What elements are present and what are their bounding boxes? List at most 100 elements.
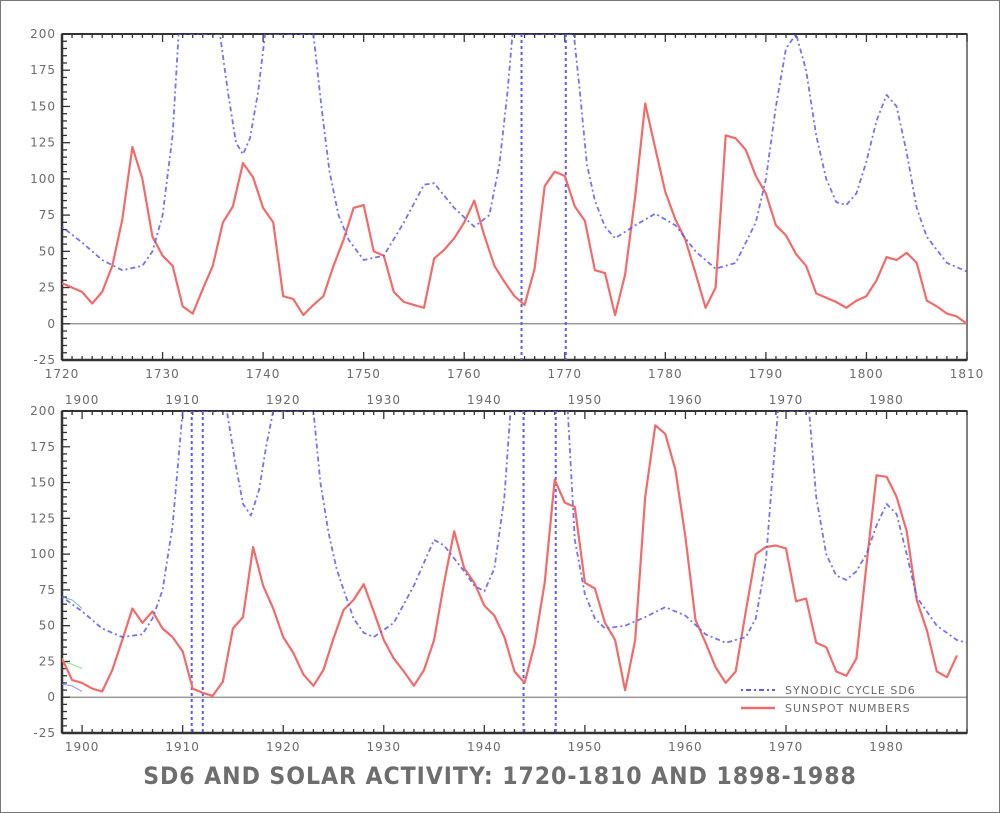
x-tick-label-top: 1930 bbox=[367, 393, 402, 407]
sunspot-point bbox=[674, 469, 676, 471]
x-tick-label: 1900 bbox=[65, 740, 100, 754]
sunspot-point bbox=[423, 307, 425, 309]
sunspot-point bbox=[91, 688, 93, 690]
sunspot-point bbox=[865, 295, 868, 297]
y-tick-label: 0 bbox=[47, 317, 56, 331]
sunspot-point bbox=[212, 265, 214, 267]
sunspot-point bbox=[81, 682, 83, 684]
sunspot-point bbox=[62, 282, 63, 284]
sunspot-point bbox=[332, 637, 335, 640]
y-tick-label: 75 bbox=[39, 208, 56, 222]
sunspot-point bbox=[141, 622, 144, 624]
y-tick-label: -25 bbox=[33, 353, 56, 367]
sunspot-point bbox=[956, 315, 958, 318]
sunspot-point bbox=[161, 627, 164, 630]
sunspot-point bbox=[222, 221, 224, 223]
y-tick-label: 50 bbox=[39, 619, 56, 633]
sunspot-point bbox=[926, 629, 928, 631]
x-tick-label: 1960 bbox=[668, 740, 703, 754]
extra-segment bbox=[62, 683, 83, 692]
sunspot-point bbox=[242, 162, 244, 164]
sunspot-point bbox=[353, 207, 355, 209]
sd6-line bbox=[62, 411, 967, 644]
plot-1898-1988: -25 0 25 50 75 100 125 150 175 200 1900 1910 1920 193… bbox=[30, 393, 968, 754]
extra-segment bbox=[62, 596, 83, 609]
sunspot-point bbox=[342, 609, 345, 611]
sunspot-point bbox=[916, 262, 918, 264]
sunspot-point bbox=[936, 305, 938, 307]
sunspot-point bbox=[875, 474, 878, 476]
sunspot-point bbox=[795, 600, 797, 602]
sunspot-point bbox=[564, 501, 566, 504]
sunspot-point bbox=[574, 506, 576, 508]
y-tick-label: 125 bbox=[30, 136, 56, 150]
x-tick-label: 1800 bbox=[849, 367, 884, 381]
y-tick-label: 175 bbox=[30, 440, 56, 454]
sunspot-point bbox=[614, 314, 616, 316]
sunspot-point bbox=[232, 205, 234, 208]
x-tick-label-top: 1940 bbox=[467, 393, 502, 407]
x-tick-label: 1940 bbox=[467, 740, 502, 754]
sunspot-point bbox=[554, 479, 556, 481]
sunspot-point bbox=[805, 597, 807, 600]
sunspot-point bbox=[946, 313, 948, 315]
sunspot-point bbox=[172, 636, 174, 638]
sunspot-point bbox=[715, 666, 717, 668]
sunspot-point bbox=[453, 530, 455, 532]
sunspot-point bbox=[212, 695, 214, 697]
x-tick-label: 1810 bbox=[950, 367, 985, 381]
sunspot-point bbox=[101, 690, 103, 693]
sunspot-point bbox=[513, 670, 516, 673]
y-tick-label: 0 bbox=[47, 690, 56, 704]
sunspot-point bbox=[413, 685, 415, 687]
legend-sunspot-label: SUNSPOT NUMBERS bbox=[785, 702, 911, 715]
sunspot-point bbox=[121, 218, 123, 221]
sunspot-point bbox=[62, 657, 63, 660]
y-tick-label: 50 bbox=[39, 244, 56, 258]
sunspot-point bbox=[71, 286, 73, 289]
sunspot-point bbox=[353, 599, 355, 601]
sunspot-point bbox=[785, 547, 787, 549]
sunspot-point bbox=[252, 176, 254, 179]
sunspot-point bbox=[896, 259, 898, 261]
sunspot-point bbox=[926, 299, 928, 302]
sunspot-point bbox=[835, 670, 837, 673]
sunspot-point bbox=[875, 279, 878, 281]
sunspot-point bbox=[674, 218, 676, 221]
sunspot-point bbox=[302, 314, 304, 316]
sunspot-line bbox=[62, 424, 958, 697]
sunspot-point bbox=[745, 610, 747, 612]
x-tick-label: 1920 bbox=[266, 740, 301, 754]
sunspot-line bbox=[62, 102, 967, 325]
sunspot-point bbox=[735, 670, 737, 673]
x-tick-label: 1980 bbox=[869, 740, 904, 754]
sunspot-point bbox=[704, 642, 707, 644]
y-tick-label: 25 bbox=[39, 654, 56, 668]
sunspot-point bbox=[493, 615, 495, 617]
sunspot-point bbox=[584, 220, 586, 222]
sunspot-point bbox=[966, 323, 967, 325]
sunspot-point bbox=[775, 224, 777, 226]
sunspot-point bbox=[634, 639, 636, 641]
sunspot-point bbox=[332, 265, 335, 267]
sunspot-point bbox=[725, 682, 727, 684]
x-tick-label: 1970 bbox=[769, 740, 804, 754]
sunspot-point bbox=[423, 669, 425, 671]
sunspot-point bbox=[182, 650, 184, 653]
sunspot-point bbox=[282, 295, 284, 297]
x-tick-label: 1780 bbox=[648, 367, 683, 381]
y-tick-label: 75 bbox=[39, 583, 56, 597]
sunspot-point bbox=[654, 147, 656, 150]
x-tick-label: 1770 bbox=[548, 367, 583, 381]
sunspot-point bbox=[574, 205, 576, 208]
sunspot-point bbox=[282, 636, 284, 638]
sunspot-point bbox=[272, 607, 274, 610]
sunspot-point bbox=[825, 297, 827, 299]
sunspot-point bbox=[624, 689, 626, 691]
x-tick-label: 1930 bbox=[367, 740, 402, 754]
sunspot-point bbox=[161, 255, 164, 257]
sunspot-point bbox=[383, 639, 385, 641]
y-tick-label: 100 bbox=[30, 172, 56, 186]
sunspot-point bbox=[232, 627, 234, 630]
sunspot-point bbox=[151, 236, 154, 238]
